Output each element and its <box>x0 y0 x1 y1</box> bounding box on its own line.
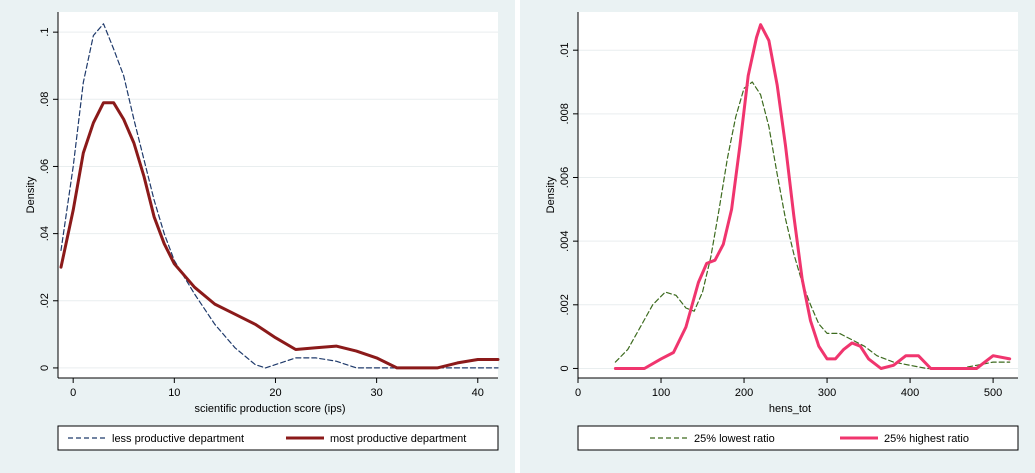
y-tick-label: 0 <box>559 365 571 371</box>
legend-label: 25% highest ratio <box>884 433 969 445</box>
x-tick-label: 10 <box>168 387 180 399</box>
right-density-chart: 0 .002 .004 .006 .008 .01 0 100 200 300 400 500 Dens… <box>545 12 1019 451</box>
series-line-1 <box>60 23 499 369</box>
x-tick-label: 20 <box>269 387 281 399</box>
left-density-chart: 0 .02 .04 .06 .08 .1 0 10 20 30 40 Density scientifi… <box>25 12 500 451</box>
y-tick-label: .008 <box>559 103 571 124</box>
y-tick-label: .004 <box>559 230 571 251</box>
x-tick-label: 300 <box>818 387 836 399</box>
right-chart-panel: 0 .002 .004 .006 .008 .01 0 100 200 300 400 500 Dens… <box>520 0 1035 473</box>
x-axis-title: hens_tot <box>769 403 811 415</box>
x-axis-title: scientific production score (ips) <box>194 403 345 415</box>
plot-area <box>58 12 498 378</box>
y-tick-label: .1 <box>39 28 51 37</box>
y-axis-title: Density <box>545 176 557 213</box>
x-tick-label: 500 <box>984 387 1002 399</box>
x-tick-label: 40 <box>472 387 484 399</box>
x-tick-label: 400 <box>901 387 919 399</box>
series-line-1 <box>614 81 1011 370</box>
y-axis-title: Density <box>25 176 37 213</box>
legend-box <box>57 425 499 451</box>
x-tick-label: 0 <box>575 387 581 399</box>
y-tick-label: .02 <box>39 293 51 308</box>
x-tick-label: 30 <box>370 387 382 399</box>
series-line-2 <box>613 23 1012 370</box>
y-tick-label: .002 <box>559 294 571 315</box>
y-tick-label: 0 <box>39 365 51 371</box>
y-tick-label: .006 <box>559 167 571 188</box>
y-tick-label: .08 <box>39 92 51 107</box>
y-tick-label: .04 <box>39 226 51 241</box>
legend-label: 25% lowest ratio <box>694 433 775 445</box>
left-chart-panel: 0 .02 .04 .06 .08 .1 0 10 20 30 40 Density scientifi… <box>0 0 515 473</box>
x-tick-label: 0 <box>70 387 76 399</box>
legend-label: most productive department <box>330 433 466 445</box>
y-tick-label: .06 <box>39 159 51 174</box>
x-tick-label: 200 <box>735 387 753 399</box>
y-tick-label: .01 <box>559 43 571 58</box>
legend-label: less productive department <box>112 433 244 445</box>
x-tick-label: 100 <box>652 387 670 399</box>
plot-area <box>578 12 1018 378</box>
series-line-2 <box>59 101 500 370</box>
